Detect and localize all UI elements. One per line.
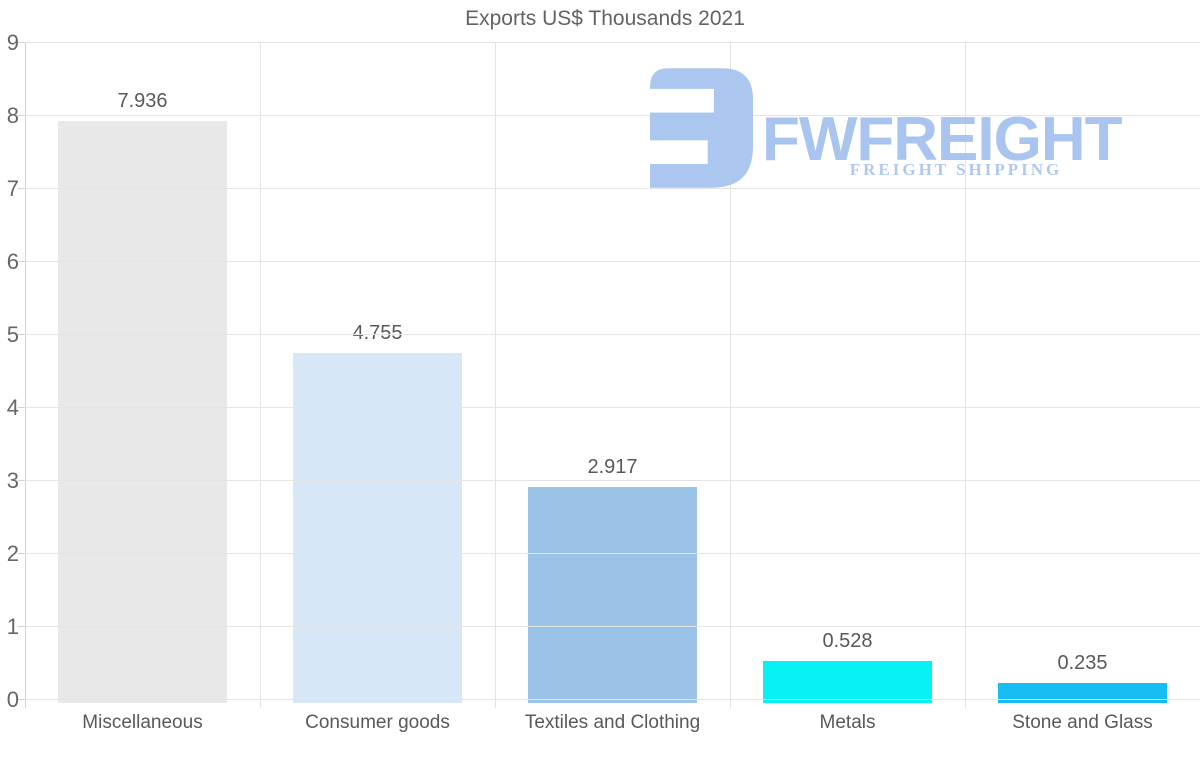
gridline-vertical: [495, 43, 496, 708]
x-axis-category-label: Textiles and Clothing: [524, 712, 701, 733]
bar: [763, 661, 932, 703]
bar-value-label: 0.528: [822, 630, 873, 653]
gridline-horizontal: [25, 626, 1200, 628]
bar-slot: 2.917: [495, 43, 730, 703]
gridline-horizontal: [25, 553, 1200, 555]
gridline-horizontal: [25, 699, 1200, 700]
y-axis-tick: [18, 42, 25, 43]
y-tick-label: 6: [6, 249, 19, 274]
bar: [998, 682, 1167, 703]
y-tick-label: 1: [6, 614, 19, 640]
y-axis-tick: [18, 261, 25, 262]
y-axis-line: [25, 43, 26, 708]
gridline-horizontal: [25, 261, 1200, 262]
bar-slot: 0.528: [730, 43, 965, 703]
gridline-vertical: [730, 43, 731, 708]
logo-wordmark: FWFREIGHT: [762, 105, 1123, 174]
x-axis-category-label: Metals: [819, 712, 876, 733]
y-axis-tick: [18, 626, 25, 628]
chart-title: Exports US$ Thousands 2021: [465, 7, 745, 30]
y-tick-label: 5: [6, 322, 19, 347]
bars-row: 7.936 4.755 2.917 0.528 0.235: [25, 43, 1200, 703]
bar-value-label: 7.936: [117, 89, 168, 112]
gridline-horizontal: [25, 115, 1200, 117]
bar-slot: 0.235: [965, 43, 1200, 703]
bar-value-label: 2.917: [587, 456, 638, 479]
y-tick-label: 4: [6, 395, 19, 421]
gridline-horizontal: [25, 407, 1200, 409]
logo-tagline: FREIGHT SHIPPING: [849, 160, 1063, 179]
x-axis-labels: Miscellaneous Consumer goods Textiles and …: [25, 712, 1200, 734]
y-tick-label: 8: [6, 103, 19, 129]
bar: [58, 120, 227, 703]
gridline-vertical: [965, 43, 966, 708]
bar-slot: 4.755: [260, 43, 495, 703]
gridline-horizontal: [25, 480, 1200, 481]
y-axis-tick: [18, 334, 25, 335]
gridline-horizontal: [25, 334, 1200, 335]
y-axis-tick: [18, 188, 25, 189]
fwfreight-logo-icon: [650, 68, 753, 188]
gridline-horizontal: [25, 188, 1200, 189]
bar: [528, 487, 697, 703]
y-tick-label: 3: [6, 468, 19, 493]
bar: [293, 352, 462, 703]
bar-slot: 7.936: [25, 43, 260, 703]
x-axis-category-label: Miscellaneous: [82, 712, 203, 733]
y-tick-label: 2: [6, 541, 19, 567]
x-axis-category-label: Stone and Glass: [1012, 712, 1153, 733]
gridline-vertical: [260, 43, 261, 708]
plot-area: 7.936 4.755 2.917 0.528 0.235 0 1 2 3 4 5 6 7 8 9: [7, 32, 1200, 711]
y-tick-label: 7: [6, 176, 19, 201]
y-tick-label: 9: [6, 30, 19, 55]
gridline-horizontal: [25, 42, 1200, 43]
y-tick-label: 0: [6, 687, 19, 712]
y-axis-tick: [18, 553, 25, 555]
bar-value-label: 4.755: [352, 321, 403, 344]
x-axis-category-label: Consumer goods: [305, 712, 450, 733]
y-axis-tick: [18, 699, 25, 700]
y-axis-tick: [18, 407, 25, 409]
y-axis-tick: [18, 480, 25, 481]
fwfreight-logo: FWFREIGHT FREIGHT SHIPPING: [650, 68, 1150, 188]
y-axis-tick: [18, 115, 25, 117]
bar-value-label: 0.235: [1057, 651, 1108, 674]
